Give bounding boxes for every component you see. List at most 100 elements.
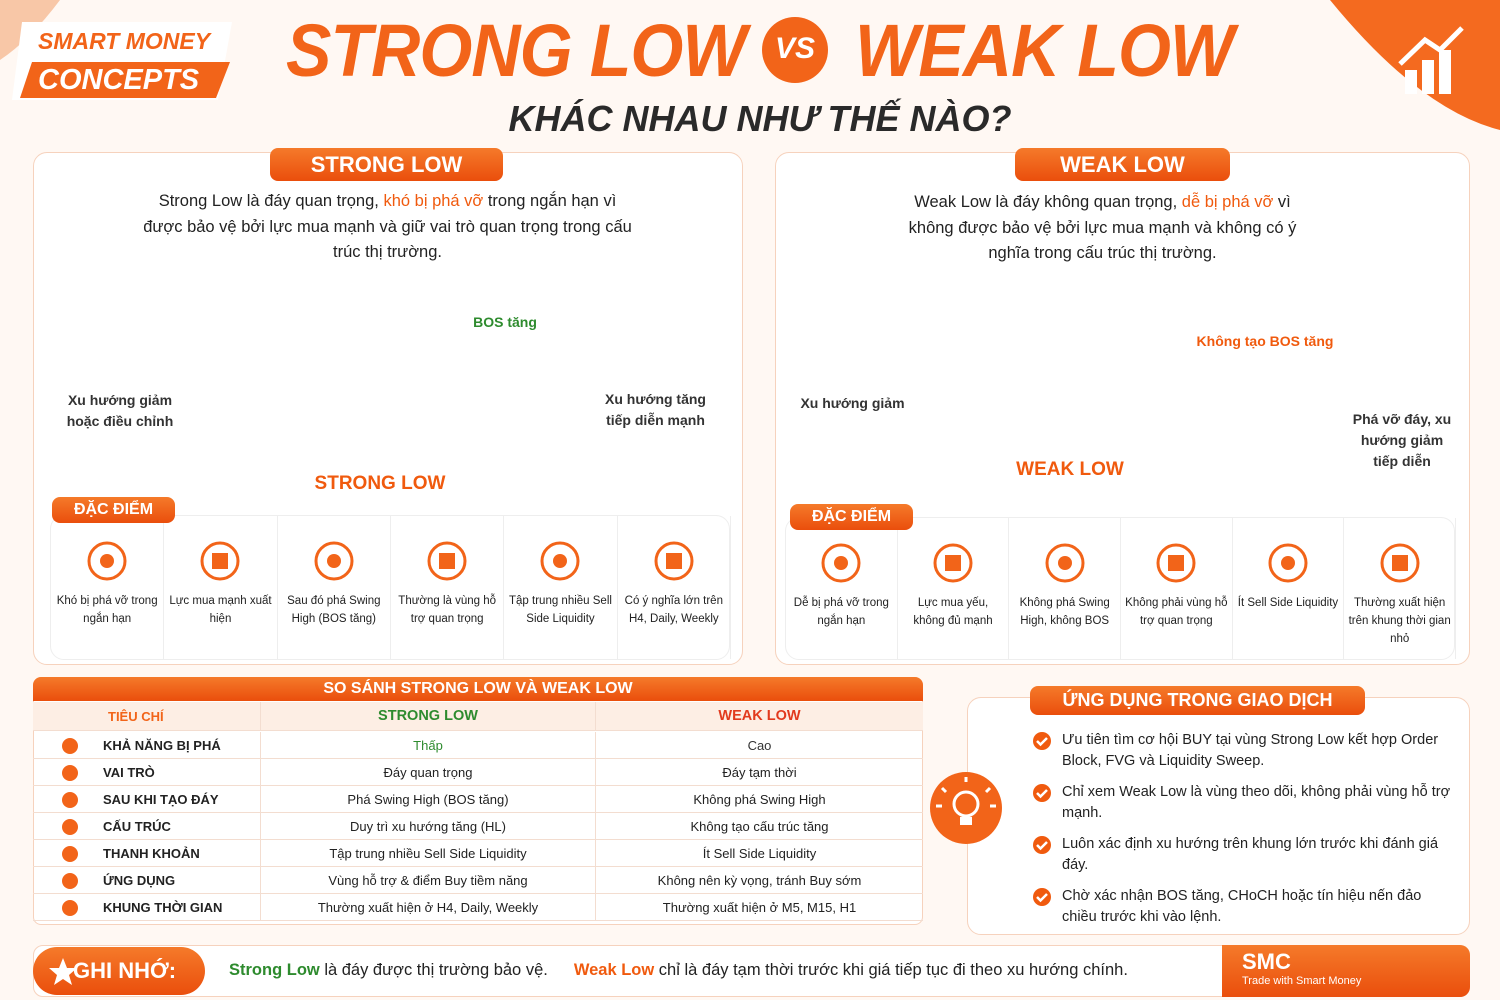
chart-label: BOS tăng [473, 314, 537, 330]
highlight: dễ bị phá vỡ [1181, 193, 1274, 211]
table-row: KHUNG THỜI GIAN Thường xuất hiện ở H4, Da… [33, 894, 923, 921]
table-cell: ỨNG DỤNG [103, 872, 176, 888]
highlight: khó bị phá vỡ [383, 192, 484, 210]
table-header: TIÊU CHÍ STRONG LOW WEAK LOW [33, 702, 923, 731]
feature-icon [1045, 543, 1085, 583]
icon-shape [821, 543, 861, 583]
table-cell: Thường xuất hiện ở M5, M15, H1 [595, 894, 923, 920]
icon-shape [62, 873, 78, 889]
feature-label: Ít Sell Side Liquidity [1237, 597, 1339, 609]
chart-label: Xu hướng giảm hoặc điều chỉnh [66, 392, 174, 429]
icon-shape [1380, 543, 1420, 583]
table-cell: Thường xuất hiện ở H4, Daily, Weekly [260, 894, 595, 920]
title-left: STRONG LOW [286, 9, 747, 92]
features-box: Dễ bị phá vỡ trong ngắn hạn Lực mua yếu, … [785, 517, 1456, 660]
feature-icon [1380, 543, 1420, 583]
badge-line: CONCEPTS [38, 64, 200, 96]
chart-label: Phá vỡ đáy, xu hướng giảm tiếp diễn [1352, 411, 1452, 469]
feature-icon [427, 541, 467, 581]
table-cell: Đáy tạm thời [595, 759, 923, 785]
feature-label: Lực mua mạnh xuất hiện [169, 595, 272, 625]
feature: Sau đó phá Swing High (BOS tăng) [278, 516, 391, 659]
icon-shape [1036, 841, 1048, 851]
brand-box: SMC Trade with Smart Money [1222, 945, 1470, 997]
check-icon [1033, 836, 1051, 854]
table-header-cell: WEAK LOW [595, 702, 923, 730]
row-icon [62, 765, 78, 781]
table-cell: Không tạo cấu trúc tăng [595, 813, 923, 839]
chart-label: Xu hướng giảm [800, 395, 905, 411]
feature: Không phá Swing High, không BOS [1009, 518, 1121, 659]
table-cell: Tập trung nhiều Sell Side Liquidity [260, 840, 595, 866]
table-cell: SAU KHI TẠO ĐÁY [103, 791, 219, 807]
table-cell: Cao [595, 732, 923, 758]
panel-title: STRONG LOW [270, 148, 503, 181]
table-row: CẤU TRÚC Duy trì xu hướng tăng (HL) Không … [33, 813, 923, 840]
feature-label: Dễ bị phá vỡ trong ngắn hạn [793, 597, 889, 627]
chart-label: Không tạo BOS tăng [1196, 333, 1334, 349]
icon-shape [100, 554, 115, 568]
feature-label: Thường xuất hiện trên khung thời gian nh… [1348, 597, 1451, 645]
feature-label: Tập trung nhiều Sell Side Liquidity [509, 595, 612, 625]
icon-shape [1036, 893, 1048, 903]
table-row: KHẢ NĂNG BỊ PHÁ Thấp Cao [33, 732, 923, 759]
table-row: THANH KHOẢN Tập trung nhiều Sell Side Liq… [33, 840, 923, 867]
table-cell: Thấp [260, 732, 595, 758]
icon-shape [62, 765, 78, 781]
tagline: Trade with Smart Money [1242, 975, 1362, 987]
feature: Dễ bị phá vỡ trong ngắn hạn [786, 518, 898, 659]
text: Strong Low là đáy quan trọng, [158, 192, 384, 210]
feature-icon [1268, 543, 1308, 583]
icon-shape [212, 553, 229, 569]
icon-shape [665, 553, 682, 569]
icon-shape [944, 555, 961, 571]
icon-shape [1036, 789, 1048, 799]
feature: Khó bị phá vỡ trong ngắn hạn [51, 516, 165, 659]
icon-shape [200, 541, 240, 581]
title-right: WEAK LOW [855, 9, 1234, 92]
feature-label: Thường là vùng hỗ trợ quan trọng [398, 595, 497, 625]
icon-shape [1033, 836, 1051, 854]
feature-icon [314, 541, 354, 581]
description: Weak Low là đáy không quan trọng, dễ bị … [890, 190, 1315, 267]
icon-shape [62, 900, 78, 916]
icon-shape [62, 819, 78, 835]
icon-shape [62, 738, 78, 754]
row-icon [62, 873, 78, 889]
feature-icon [540, 541, 580, 581]
icon-shape [1033, 784, 1051, 802]
table-cell: Duy trì xu hướng tăng (HL) [260, 813, 595, 839]
icon-shape [1156, 543, 1196, 583]
text: là đáy được thị trường bảo vệ. [319, 961, 548, 979]
icon-shape [553, 554, 568, 568]
vs: VS [774, 32, 816, 65]
row-icon [62, 819, 78, 835]
icon-shape [1391, 555, 1408, 571]
feature-icon [933, 543, 973, 583]
icon-shape [427, 541, 467, 581]
feature-icon [200, 541, 240, 581]
feature-label: Có ý nghĩa lớn trên H4, Daily, Weekly [624, 595, 723, 625]
feature: Tập trung nhiều Sell Side Liquidity [504, 516, 618, 659]
row-icon [62, 738, 78, 754]
badge-line: SMART MONEY [38, 28, 211, 54]
application-item: Chờ xác nhận BOS tăng, CHoCH hoặc tín hi… [1032, 886, 1452, 928]
feature-icon [1156, 543, 1196, 583]
description: Strong Low là đáy quan trọng, khó bị phá… [140, 189, 635, 266]
icon-shape [314, 541, 354, 581]
table-cell: Phá Swing High (BOS tăng) [260, 786, 595, 812]
bulb-icon [930, 772, 1002, 844]
table-cell: Không nên kỳ vọng, tránh Buy sớm [595, 867, 923, 893]
icon-shape [1033, 732, 1051, 750]
text: vì không được bảo vệ bởi lực mua mạnh và… [908, 193, 1297, 262]
icon-shape [834, 556, 849, 570]
row-icon [62, 846, 78, 862]
table-title: SO SÁNH STRONG LOW VÀ WEAK LOW [33, 677, 923, 701]
check-icon [1033, 784, 1051, 802]
table-cell: Ít Sell Side Liquidity [595, 840, 923, 866]
application-title: ỨNG DỤNG TRONG GIAO DỊCH [1030, 686, 1365, 715]
low-label: WEAK LOW [1016, 459, 1124, 480]
icon-shape [540, 541, 580, 581]
check-icon [1033, 888, 1051, 906]
